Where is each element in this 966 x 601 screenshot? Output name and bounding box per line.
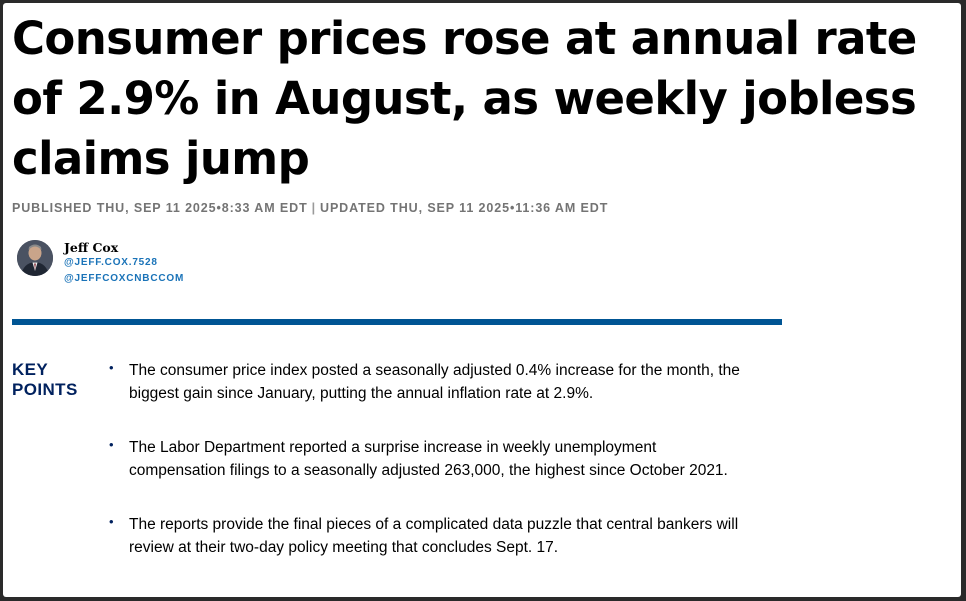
updated-time: UPDATED THU, SEP 11 2025•11:36 AM EDT: [320, 201, 609, 215]
key-points-heading: KEY POINTS: [12, 360, 78, 400]
timestamp-separator: |: [311, 201, 317, 215]
article-timestamp: PUBLISHED THU, SEP 11 2025•8:33 AM EDT | U…: [12, 201, 608, 215]
author-twitter-link[interactable]: @JEFFCOXCNBCCOM: [64, 273, 185, 284]
bullet-icon: •: [109, 437, 114, 452]
key-point-item: • The reports provide the final pieces o…: [109, 513, 749, 559]
published-time: PUBLISHED THU, SEP 11 2025•8:33 AM EDT: [12, 201, 308, 215]
key-points-heading-line1: KEY: [12, 360, 49, 379]
key-points-list: • The consumer price index posted a seas…: [109, 359, 749, 559]
article-page: Consumer prices rose at annual rate of 2…: [3, 3, 961, 597]
key-point-text: The Labor Department reported a surprise…: [129, 439, 728, 479]
author-name[interactable]: Jeff Cox: [64, 240, 119, 255]
key-point-item: • The consumer price index posted a seas…: [109, 359, 749, 405]
author-facebook-link[interactable]: @JEFF.COX.7528: [64, 257, 158, 268]
author-photo-icon: [17, 240, 53, 276]
author-avatar[interactable]: [17, 240, 53, 276]
key-point-text: The consumer price index posted a season…: [129, 362, 740, 402]
key-points-heading-line2: POINTS: [12, 380, 78, 399]
bullet-icon: •: [109, 514, 114, 529]
key-point-text: The reports provide the final pieces of …: [129, 516, 739, 556]
bullet-icon: •: [109, 360, 114, 375]
article-headline: Consumer prices rose at annual rate of 2…: [12, 12, 917, 185]
key-points-divider: [12, 319, 782, 325]
key-point-item: • The Labor Department reported a surpri…: [109, 436, 749, 482]
